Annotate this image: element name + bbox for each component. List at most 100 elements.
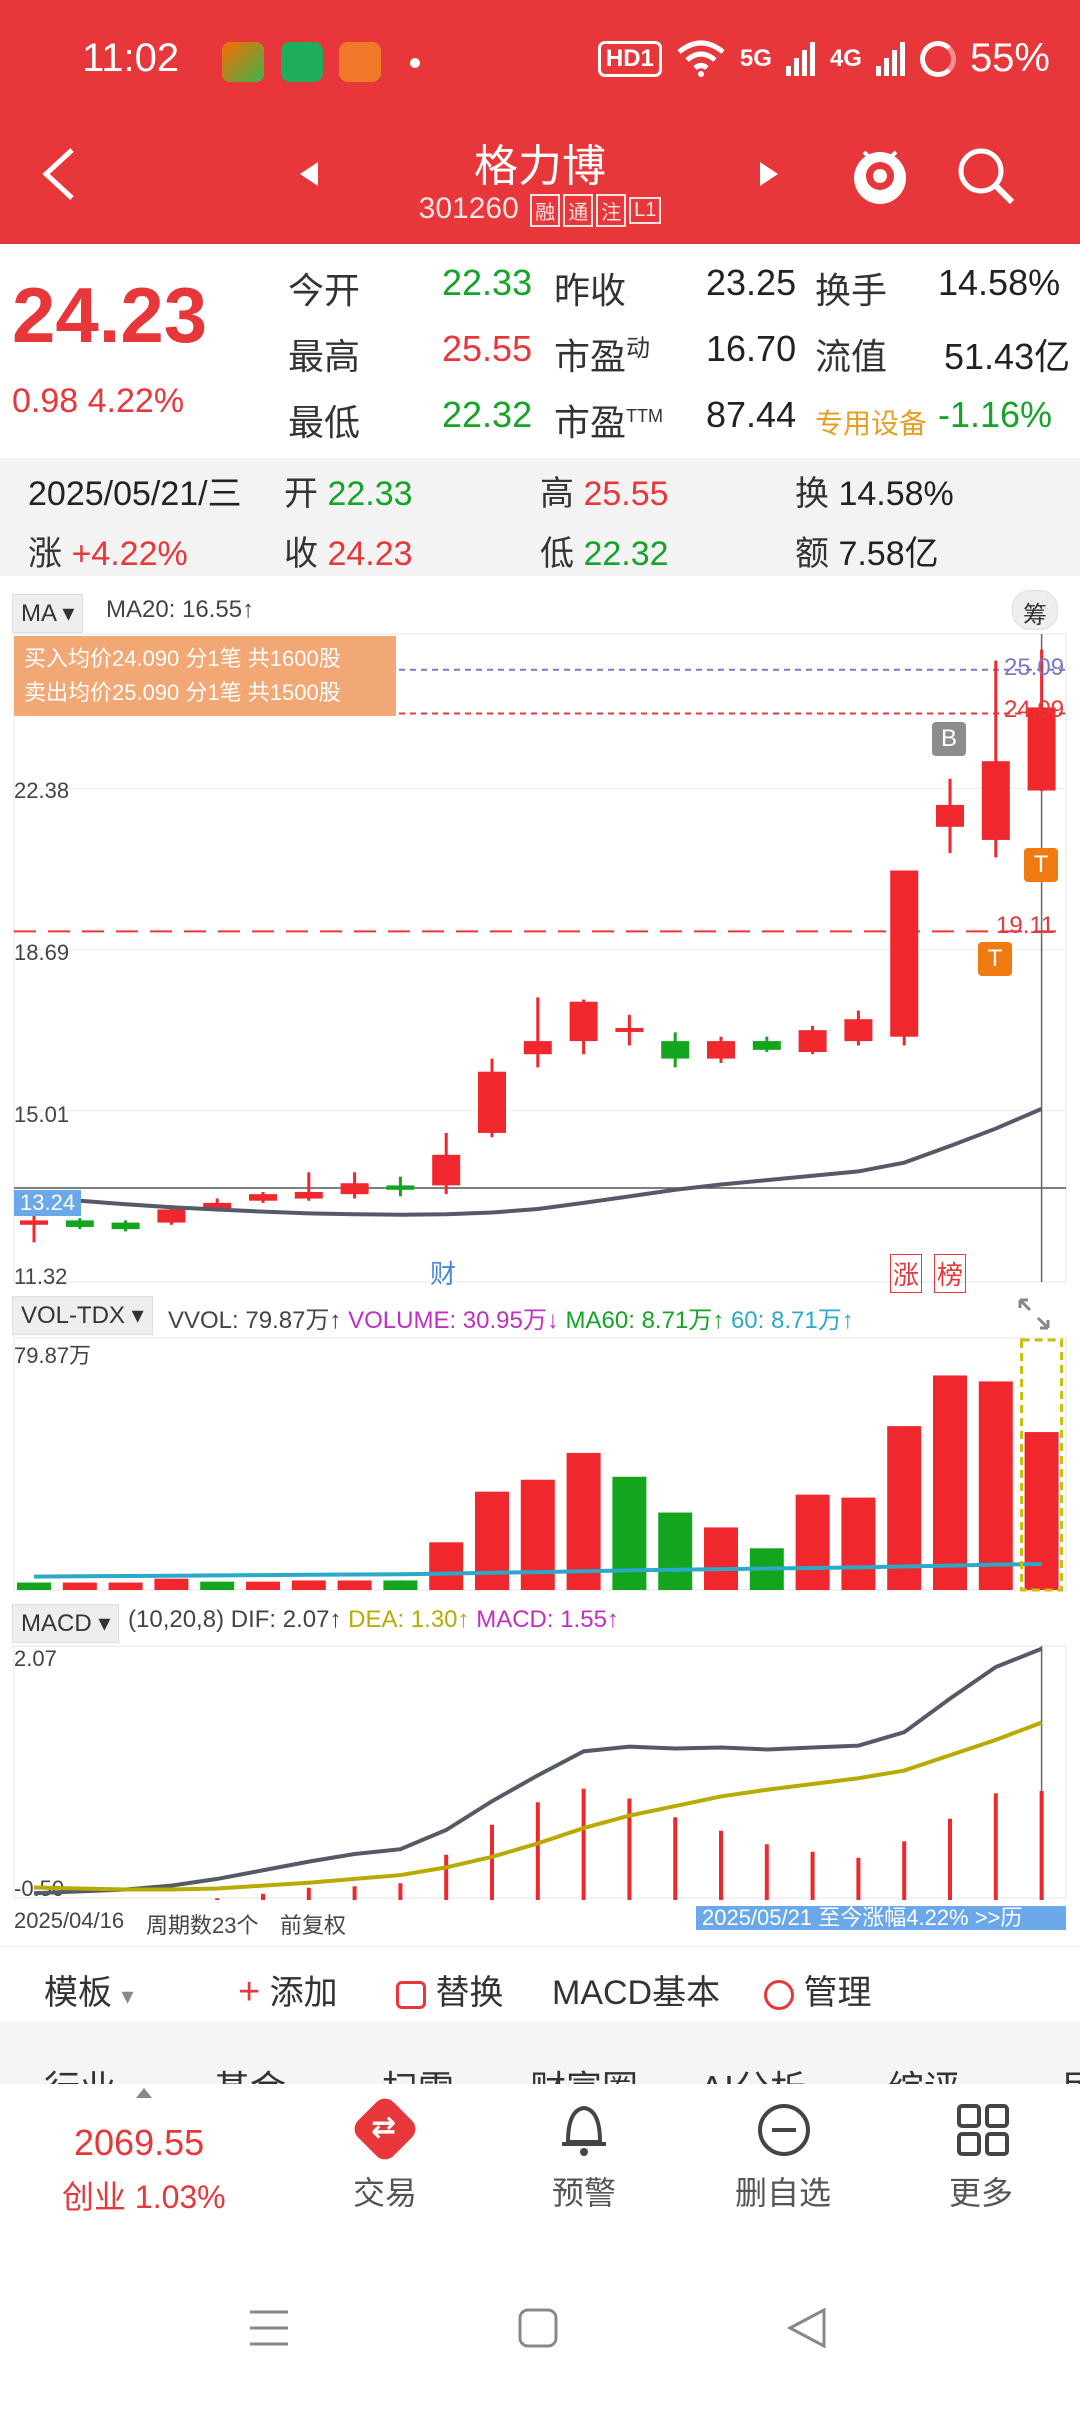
volume-bar [1024,1432,1059,1590]
next-stock-icon[interactable] [758,160,780,188]
range-gain-bar[interactable]: 2025/05/21 至今涨幅4.22% >>历 [696,1906,1066,1930]
candle-body [1027,707,1056,791]
event-rank[interactable]: 榜 [934,1254,967,1293]
candle-body [340,1183,369,1195]
macd-dif-line [33,1646,1043,1896]
macd-hist-bar [948,1818,952,1900]
y-label-2: 18.69 [14,940,70,965]
prev-stock-icon[interactable] [298,160,320,188]
ma-indicator-select[interactable]: MA ▾ [12,594,84,633]
open-label: 今开 [288,270,361,311]
ma20-legend: MA20: 16.55↑ [106,596,255,623]
sector-link[interactable]: 专用设备 [815,408,928,439]
recent-apps-icon[interactable] [246,2306,292,2350]
home-icon[interactable] [516,2306,560,2350]
event-fin[interactable]: 财 [430,1259,457,1289]
tag-l1: L1 [629,196,662,224]
tab-wealth-circle[interactable]: 财富圈 [530,2060,638,2084]
remove-watch-icon[interactable] [756,2102,812,2158]
mascot-icon[interactable] [850,140,910,210]
alert-label[interactable]: 预警 [551,2175,616,2211]
add-button[interactable]: + 添加 [238,1971,338,2013]
wifi-icon [677,40,725,77]
candle-body [661,1041,690,1059]
manage-button[interactable]: 管理 [764,1965,871,2014]
current-price: 24.23 [12,271,208,359]
volume-bar [337,1580,372,1590]
manage-icon [764,1980,794,2011]
sector-change: -1.16% [938,394,1053,435]
volume-bar [17,1582,51,1590]
change-pct: 4.22% [87,382,185,420]
template-button[interactable]: 模板 ▾ [44,1974,134,2012]
tab-rating[interactable]: 综评 [888,2060,960,2084]
kline-chart[interactable] [0,630,1080,1286]
network-5g-icon: 5G [739,44,772,72]
expand-icon[interactable] [1016,1296,1052,1332]
macd-hist-bar [856,1857,861,1900]
more-label[interactable]: 更多 [948,2175,1013,2211]
volume-bar [429,1542,464,1590]
adjust-mode[interactable]: 前复权 [280,1913,347,1938]
search-icon[interactable] [956,146,1016,206]
notification-dot-icon [410,58,420,68]
index-value[interactable]: 2069.55 [74,2122,205,2163]
battery-icon [919,40,956,77]
more-grid-icon[interactable] [955,2102,1011,2158]
signal-icon-2 [875,41,905,76]
t-marker-1[interactable]: T [1024,848,1058,882]
back-icon[interactable] [40,146,76,202]
volume-chart[interactable] [0,1336,1080,1594]
tab-industry[interactable]: 行业 [44,2060,116,2084]
day-low: 低 22.32 [540,535,669,573]
stock-code: 301260 [418,192,519,225]
volume-bar [795,1494,830,1590]
volume-bar [566,1452,601,1590]
system-back-icon[interactable] [784,2306,828,2350]
day-high: 高 25.55 [540,475,669,513]
macd-hist-bar [306,1887,311,1900]
volume-highlight [1020,1338,1064,1592]
system-nav-bar [0,2250,1080,2412]
expand-up-icon[interactable] [136,2088,152,2098]
candle-body [981,761,1010,840]
macd-indicator-select[interactable]: MACD ▾ [12,1604,120,1643]
battery-level: 55% [969,36,1050,80]
tab-more-peek[interactable]: 民 [1062,2060,1080,2084]
remove-watch-label[interactable]: 删自选 [734,2175,831,2211]
macd-hist-bar [1039,1791,1044,1900]
info-tabs-row: 行业 基金 扫雷 财富圈 AI分析 综评 民 [0,2022,1080,2084]
stock-code-row: 301260 融通注 L1 [0,192,1080,227]
tab-fund[interactable]: 基金 [214,2060,286,2084]
pe-dyn-label: 市盈动 [554,335,651,377]
tab-minesweep[interactable]: 扫雷 [382,2060,454,2084]
macd-hist-bar [581,1788,586,1900]
candle-body [478,1071,506,1133]
app-icon-58 [222,42,264,82]
signal-icon-1 [785,41,815,76]
t-marker-2[interactable]: T [978,942,1012,976]
index-label[interactable]: 创业 1.03% [62,2179,226,2215]
replace-button[interactable]: 替换 [396,1965,503,2014]
event-limitup[interactable]: 涨 [890,1254,923,1293]
chips-button[interactable]: 筹 [1012,590,1058,630]
macd-hist-bar [902,1841,907,1900]
vol-max-label: 79.87万 [14,1343,92,1368]
open-value: 22.33 [442,262,533,303]
tab-ai-analysis[interactable]: AI分析 [700,2060,806,2084]
turnover-value: 14.58% [938,262,1061,303]
buy-marker[interactable]: B [932,722,966,756]
volume-bar [841,1497,876,1590]
vol-indicator-select[interactable]: VOL-TDX ▾ [12,1296,153,1335]
volume-bar [108,1582,143,1590]
macd-chart[interactable] [0,1644,1080,1900]
trade-label[interactable]: 交易 [352,2175,417,2211]
macd-hist-bar [398,1883,403,1900]
app-icon-orange [339,42,381,82]
price-tag-low: 19.11 [996,912,1055,939]
macd-hist-bar [490,1824,494,1900]
prev-close-value: 23.25 [706,262,797,303]
bell-icon[interactable] [558,2102,610,2158]
hd-icon: HD1 [597,40,662,77]
macd-basic-button[interactable]: MACD基本 [552,1974,721,2012]
